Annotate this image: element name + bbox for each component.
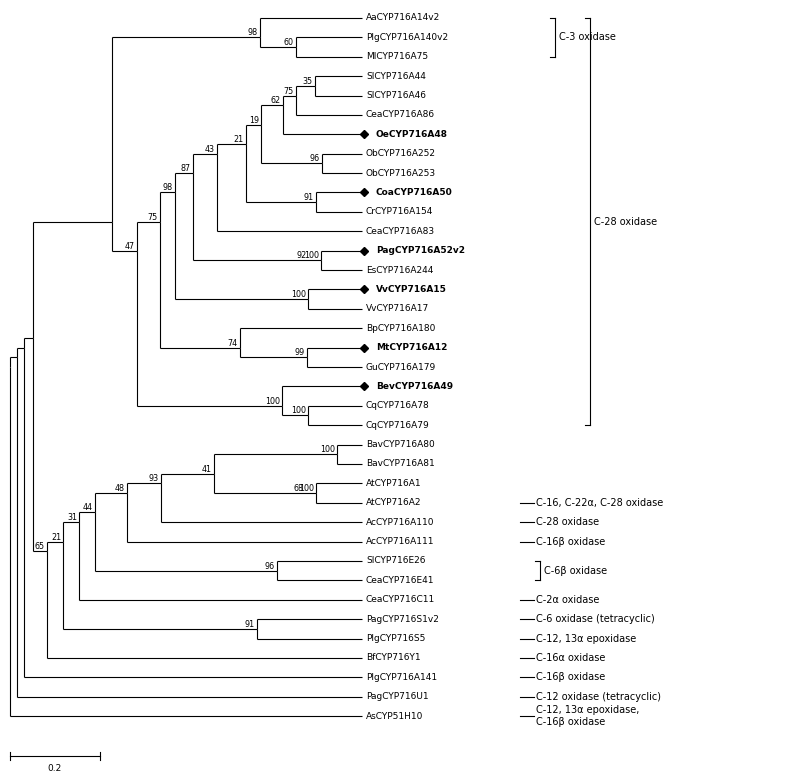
Text: EsCYP716A244: EsCYP716A244 xyxy=(366,266,433,274)
Text: 96: 96 xyxy=(310,154,320,164)
Text: 75: 75 xyxy=(283,87,294,95)
Text: PagCYP716S1v2: PagCYP716S1v2 xyxy=(366,615,439,624)
Text: SlCYP716A44: SlCYP716A44 xyxy=(366,71,426,81)
Text: C-16β oxidase: C-16β oxidase xyxy=(536,672,605,682)
Text: AaCYP716A14v2: AaCYP716A14v2 xyxy=(366,13,440,22)
Text: 98: 98 xyxy=(163,184,173,192)
Text: 74: 74 xyxy=(228,339,238,348)
Text: 0.2: 0.2 xyxy=(48,764,62,773)
Text: 35: 35 xyxy=(302,77,313,86)
Text: ObCYP716A252: ObCYP716A252 xyxy=(366,150,436,158)
Text: C-16β oxidase: C-16β oxidase xyxy=(536,536,605,546)
Text: 99: 99 xyxy=(295,348,305,357)
Text: AtCYP716A1: AtCYP716A1 xyxy=(366,479,422,488)
Text: 100: 100 xyxy=(320,446,335,454)
Text: AsCYP51H10: AsCYP51H10 xyxy=(366,711,423,721)
Text: BavCYP716A81: BavCYP716A81 xyxy=(366,460,435,468)
Text: 48: 48 xyxy=(115,484,125,493)
Text: C-16, C-22α, C-28 oxidase: C-16, C-22α, C-28 oxidase xyxy=(536,498,663,508)
Text: 100: 100 xyxy=(299,484,314,493)
Text: C-16α oxidase: C-16α oxidase xyxy=(536,653,606,663)
Text: 98: 98 xyxy=(248,29,258,37)
Text: ObCYP716A253: ObCYP716A253 xyxy=(366,169,436,177)
Text: CeaCYP716C11: CeaCYP716C11 xyxy=(366,595,435,604)
Text: CqCYP716A79: CqCYP716A79 xyxy=(366,421,430,429)
Text: C-12 oxidase (tetracyclic): C-12 oxidase (tetracyclic) xyxy=(536,692,661,701)
Text: 41: 41 xyxy=(202,465,212,474)
Text: BevCYP716A49: BevCYP716A49 xyxy=(376,382,453,391)
Text: 75: 75 xyxy=(148,212,158,222)
Text: PlgCYP716A141: PlgCYP716A141 xyxy=(366,673,437,682)
Text: CqCYP716A78: CqCYP716A78 xyxy=(366,401,430,410)
Text: PlgCYP716S5: PlgCYP716S5 xyxy=(366,634,425,643)
Text: 87: 87 xyxy=(181,164,191,173)
Text: AcCYP716A111: AcCYP716A111 xyxy=(366,537,435,546)
Text: MlCYP716A75: MlCYP716A75 xyxy=(366,52,428,61)
Text: 100: 100 xyxy=(291,290,306,299)
Text: MtCYP716A12: MtCYP716A12 xyxy=(376,343,447,352)
Text: 92: 92 xyxy=(297,251,307,260)
Text: C-28 oxidase: C-28 oxidase xyxy=(536,517,599,527)
Text: 21: 21 xyxy=(51,532,61,542)
Text: C-12, 13α epoxidase: C-12, 13α epoxidase xyxy=(536,633,636,643)
Text: 43: 43 xyxy=(205,145,215,153)
Text: 47: 47 xyxy=(125,242,135,250)
Text: 19: 19 xyxy=(249,115,259,125)
Text: 100: 100 xyxy=(291,407,306,415)
Text: 62: 62 xyxy=(271,96,281,105)
Text: 100: 100 xyxy=(304,251,319,260)
Text: OeCYP716A48: OeCYP716A48 xyxy=(376,129,448,139)
Text: 65: 65 xyxy=(35,542,45,551)
Text: BpCYP716A180: BpCYP716A180 xyxy=(366,324,435,332)
Text: C-6β oxidase: C-6β oxidase xyxy=(544,566,607,576)
Text: BavCYP716A80: BavCYP716A80 xyxy=(366,440,435,449)
Text: 68: 68 xyxy=(293,484,303,493)
Text: CeaCYP716A86: CeaCYP716A86 xyxy=(366,110,435,119)
Text: C-12, 13α epoxidase,
C-16β oxidase: C-12, 13α epoxidase, C-16β oxidase xyxy=(536,705,639,727)
Text: C-2α oxidase: C-2α oxidase xyxy=(536,594,599,605)
Text: CrCYP716A154: CrCYP716A154 xyxy=(366,208,433,216)
Text: CeaCYP716A83: CeaCYP716A83 xyxy=(366,227,435,236)
Text: SlCYP716A46: SlCYP716A46 xyxy=(366,91,426,100)
Text: BfCYP716Y1: BfCYP716Y1 xyxy=(366,653,420,663)
Text: CoaCYP716A50: CoaCYP716A50 xyxy=(376,188,453,197)
Text: 91: 91 xyxy=(304,193,314,202)
Text: GuCYP716A179: GuCYP716A179 xyxy=(366,363,436,371)
Text: 100: 100 xyxy=(265,397,280,406)
Text: AtCYP716A2: AtCYP716A2 xyxy=(366,498,422,508)
Text: 93: 93 xyxy=(149,474,159,484)
Text: VvCYP716A17: VvCYP716A17 xyxy=(366,305,429,313)
Text: PagCYP716U1: PagCYP716U1 xyxy=(366,692,428,701)
Text: C-6 oxidase (tetracyclic): C-6 oxidase (tetracyclic) xyxy=(536,614,655,624)
Text: 21: 21 xyxy=(234,135,244,144)
Text: SlCYP716E26: SlCYP716E26 xyxy=(366,556,426,566)
Text: C-3 oxidase: C-3 oxidase xyxy=(559,33,616,43)
Text: PagCYP716A52v2: PagCYP716A52v2 xyxy=(376,246,465,255)
Text: 91: 91 xyxy=(245,620,255,629)
Text: CeaCYP716E41: CeaCYP716E41 xyxy=(366,576,435,585)
Text: 31: 31 xyxy=(67,513,77,522)
Text: AcCYP716A110: AcCYP716A110 xyxy=(366,518,435,527)
Text: VvCYP716A15: VvCYP716A15 xyxy=(376,285,447,294)
Text: C-28 oxidase: C-28 oxidase xyxy=(594,216,657,226)
Text: 60: 60 xyxy=(284,38,294,47)
Text: 96: 96 xyxy=(265,562,275,570)
Text: PlgCYP716A140v2: PlgCYP716A140v2 xyxy=(366,33,448,42)
Text: 44: 44 xyxy=(83,504,93,512)
